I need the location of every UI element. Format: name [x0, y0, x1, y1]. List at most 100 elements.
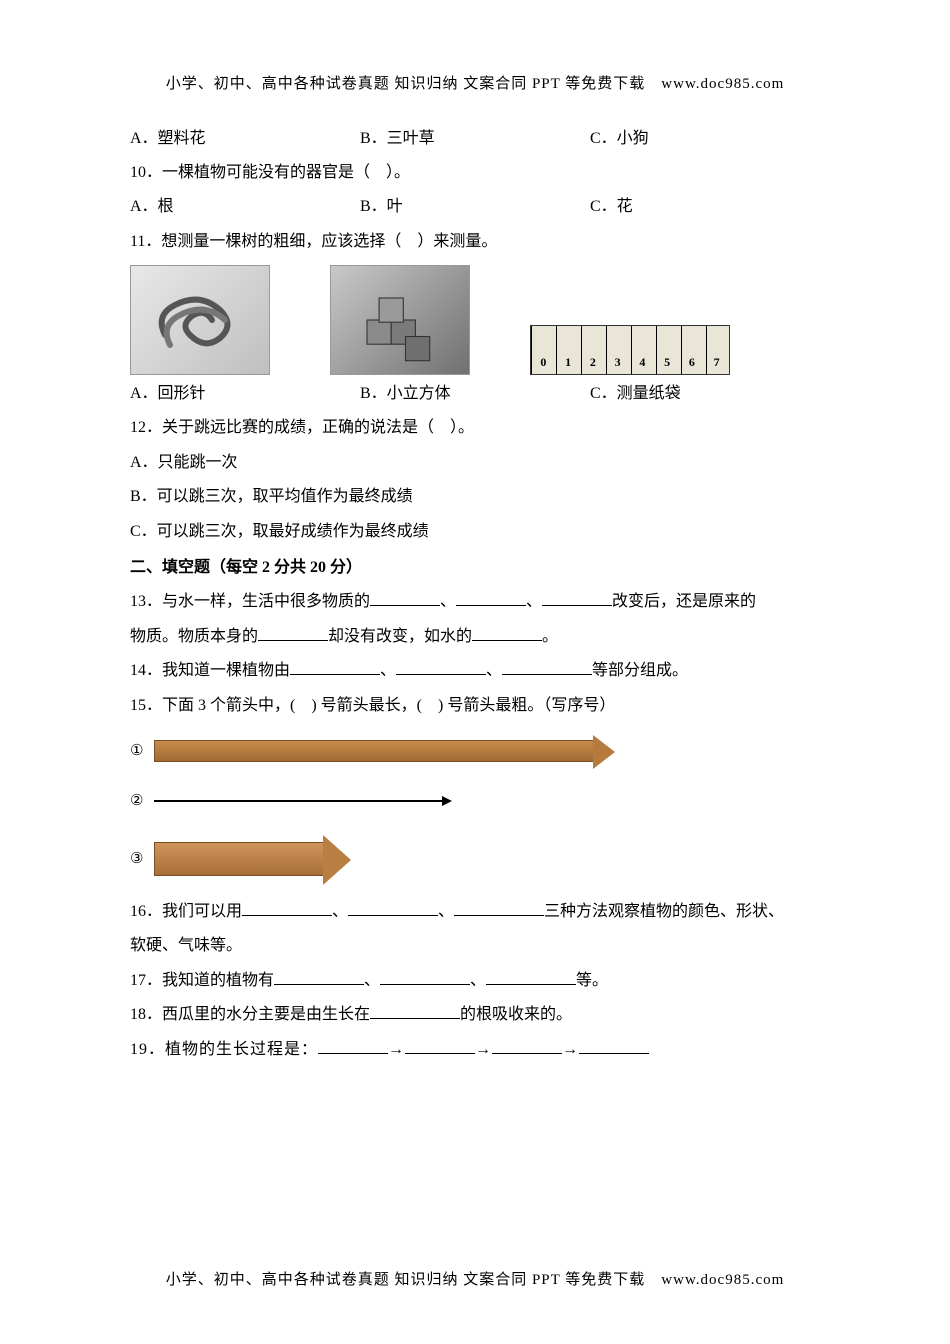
q16-line1: 16．我们可以用 、 、 三种方法观察植物的颜色、形状、: [130, 897, 820, 927]
ruler-tick: 7: [714, 351, 720, 374]
blank: [370, 590, 440, 606]
blank: [456, 590, 526, 606]
blank: [348, 900, 438, 916]
blank: [318, 1038, 388, 1054]
q13-a: 13．与水一样，生活中很多物质的: [130, 593, 370, 610]
q12-text: 12．关于跳远比赛的成绩，正确的说法是（ ）。: [130, 413, 820, 443]
q10-option-c: C．花: [590, 192, 820, 222]
q12-option-b: B．可以跳三次，取平均值作为最终成绩: [130, 482, 820, 512]
q12-option-a: A．只能跳一次: [130, 448, 820, 478]
q16-a: 16．我们可以用: [130, 903, 242, 920]
ruler-tick: 1: [565, 351, 571, 374]
sep: 、: [380, 662, 396, 679]
q18: 18．西瓜里的水分主要是由生长在 的根吸收来的。: [130, 1000, 820, 1030]
blank: [380, 969, 470, 985]
q14-a: 14．我知道一棵植物由: [130, 662, 290, 679]
arrow-row-2: ②: [130, 781, 820, 821]
q10-text: 10．一棵植物可能没有的器官是（ ）。: [130, 158, 820, 188]
q19: 19．植物的生长过程是： → → →: [130, 1035, 820, 1065]
paperclip-image: [130, 265, 270, 375]
blank: [370, 1003, 460, 1019]
q16-line2: 软硬、气味等。: [130, 931, 820, 961]
sep: 、: [526, 593, 542, 610]
blank: [242, 900, 332, 916]
blank: [472, 625, 542, 641]
q17-a: 17．我知道的植物有: [130, 972, 274, 989]
q17-d: 等。: [576, 972, 608, 989]
arrow-3: [154, 842, 324, 876]
q11-option-c: C．测量纸袋: [590, 379, 820, 409]
q10-option-a: A．根: [130, 192, 360, 222]
sep: 、: [438, 903, 454, 920]
arrow-2: [154, 800, 444, 802]
q11-options: A．回形针 B．小立方体 C．测量纸袋: [130, 379, 820, 409]
q16-d: 三种方法观察植物的颜色、形状、: [544, 903, 784, 920]
ruler-tick: 3: [615, 351, 621, 374]
q14: 14．我知道一棵植物由 、 、 等部分组成。: [130, 656, 820, 686]
blank: [274, 969, 364, 985]
paperclip-icon: [150, 280, 250, 360]
arrow-sym: →: [562, 1041, 579, 1058]
blank: [486, 969, 576, 985]
arrow-row-1: ①: [130, 731, 820, 771]
blank: [454, 900, 544, 916]
blank: [502, 659, 592, 675]
sep: 、: [364, 972, 380, 989]
q9-option-b: B．三叶草: [360, 124, 590, 154]
q10-option-b: B．叶: [360, 192, 590, 222]
blank: [290, 659, 380, 675]
ruler-image: 0 1 2 3 4 5 6 7: [530, 325, 730, 375]
q14-d: 等部分组成。: [592, 662, 688, 679]
q18-b: 的根吸收来的。: [460, 1006, 572, 1023]
q11-images: 0 1 2 3 4 5 6 7: [130, 265, 820, 375]
ruler-tick: 4: [639, 351, 645, 374]
blank: [258, 625, 328, 641]
q18-a: 18．西瓜里的水分主要是由生长在: [130, 1006, 370, 1023]
ruler-tick: 6: [689, 351, 695, 374]
ruler-tick: 2: [590, 351, 596, 374]
blank: [492, 1038, 562, 1054]
section2-title: 二、填空题（每空 2 分共 20 分）: [130, 553, 820, 583]
arrow-row-3: ③: [130, 831, 820, 887]
arrow-label-3: ③: [130, 845, 154, 874]
q13-e: 物质。物质本身的: [130, 628, 258, 645]
arrows-figure: ① ② ③: [130, 731, 820, 887]
blank: [396, 659, 486, 675]
cubes-image: [330, 265, 470, 375]
arrow-sym: →: [475, 1041, 492, 1058]
blank: [405, 1038, 475, 1054]
sep: 、: [486, 662, 502, 679]
q13-d: 改变后，还是原来的: [612, 593, 756, 610]
ruler-icon: 0 1 2 3 4 5 6 7: [530, 325, 730, 375]
q9-option-c: C．小狗: [590, 124, 820, 154]
arrow-label-1: ①: [130, 737, 154, 766]
arrow-1: [154, 740, 594, 762]
arrow-sym: →: [388, 1041, 405, 1058]
q9-options: A．塑料花 B．三叶草 C．小狗: [130, 124, 820, 154]
q9-option-a: A．塑料花: [130, 124, 360, 154]
arrow-label-2: ②: [130, 787, 154, 816]
page-header: 小学、初中、高中各种试卷真题 知识归纳 文案合同 PPT 等免费下载 www.d…: [130, 70, 820, 99]
ruler-tick: 0: [540, 351, 546, 374]
sep: 、: [470, 972, 486, 989]
sep: 、: [332, 903, 348, 920]
q19-a: 19．植物的生长过程是：: [130, 1041, 318, 1058]
q11-option-a: A．回形针: [130, 379, 360, 409]
sep: 、: [440, 593, 456, 610]
ruler-tick: 5: [664, 351, 670, 374]
q17: 17．我知道的植物有 、 、 等。: [130, 966, 820, 996]
ruler-numbers: 0 1 2 3 4 5 6 7: [531, 351, 729, 374]
q13-line2: 物质。物质本身的 却没有改变，如水的 。: [130, 622, 820, 652]
q11-text: 11．想测量一棵树的粗细，应该选择（ ）来测量。: [130, 227, 820, 257]
q13-line1: 13．与水一样，生活中很多物质的 、 、 改变后，还是原来的: [130, 587, 820, 617]
q13-g: 。: [542, 628, 558, 645]
q13-f: 却没有改变，如水的: [328, 628, 472, 645]
q10-options: A．根 B．叶 C．花: [130, 192, 820, 222]
page-footer: 小学、初中、高中各种试卷真题 知识归纳 文案合同 PPT 等免费下载 www.d…: [0, 1266, 950, 1295]
blank: [579, 1038, 649, 1054]
blank: [542, 590, 612, 606]
q15: 15．下面 3 个箭头中，( ) 号箭头最长，( ) 号箭头最粗。（写序号）: [130, 691, 820, 721]
cubes-icon: [345, 275, 455, 365]
q12-option-c: C．可以跳三次，取最好成绩作为最终成绩: [130, 517, 820, 547]
q11-option-b: B．小立方体: [360, 379, 590, 409]
